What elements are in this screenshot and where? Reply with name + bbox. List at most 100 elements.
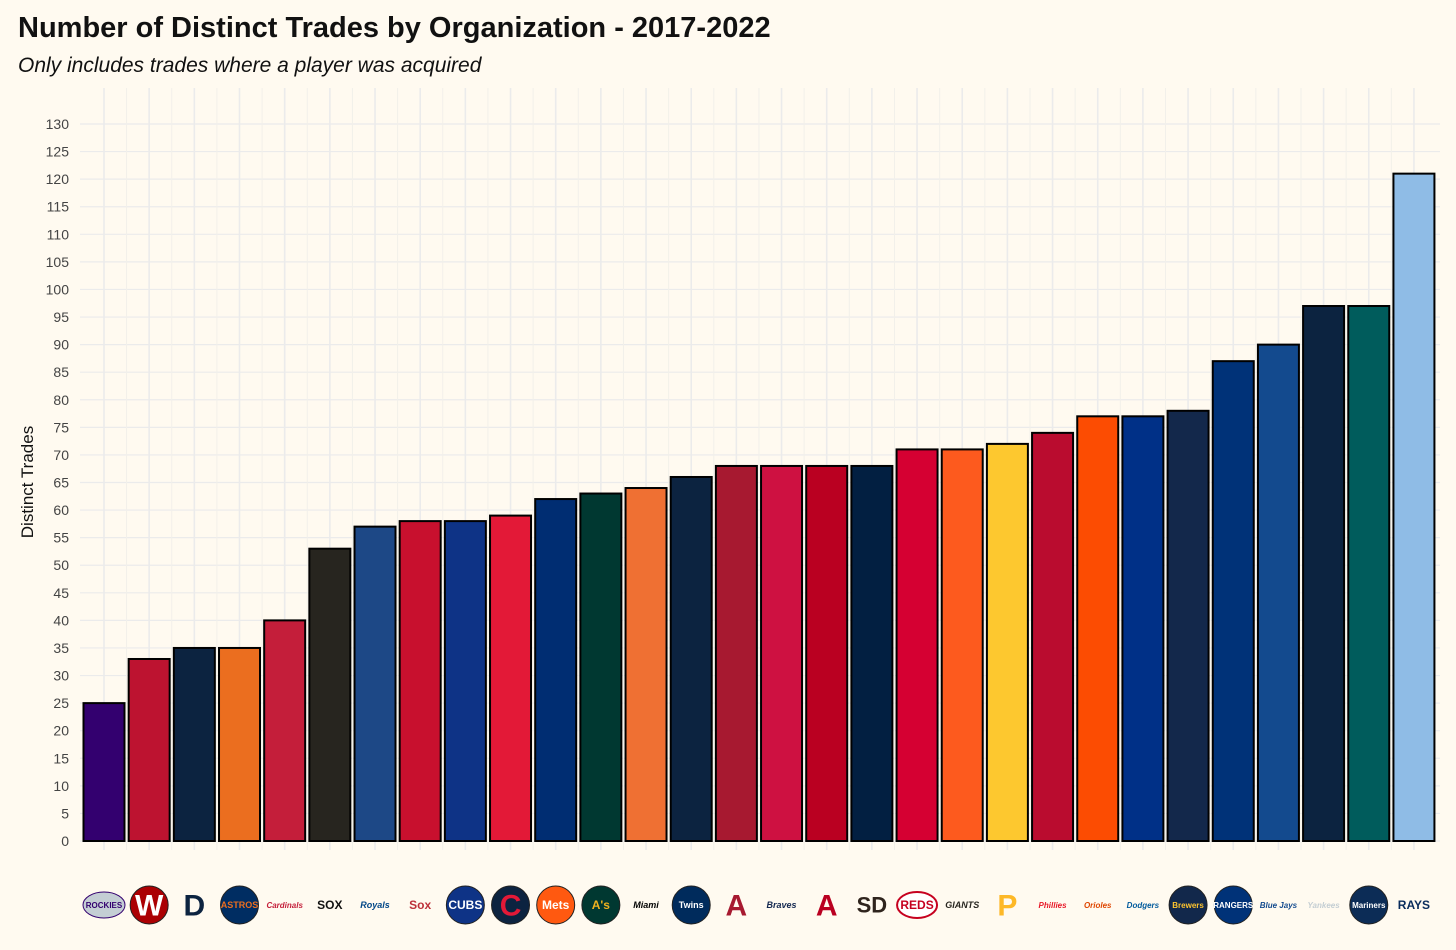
bar bbox=[940, 448, 984, 842]
svg-text:A's: A's bbox=[592, 898, 611, 912]
team-logo: RAYS bbox=[1398, 898, 1430, 912]
bar bbox=[1392, 172, 1436, 842]
team-logo: Dodgers bbox=[1127, 901, 1160, 910]
y-tick-label: 25 bbox=[53, 695, 69, 711]
team-logo: A's bbox=[581, 885, 621, 925]
bar bbox=[1166, 409, 1210, 842]
y-tick-label: 0 bbox=[61, 833, 69, 849]
team-logo: Orioles bbox=[1084, 901, 1112, 910]
y-tick-label: 90 bbox=[53, 337, 69, 353]
bar bbox=[172, 646, 216, 843]
svg-text:Sox: Sox bbox=[409, 898, 431, 912]
bar bbox=[805, 464, 849, 842]
svg-text:Phillies: Phillies bbox=[1039, 901, 1068, 910]
y-tick-label: 35 bbox=[53, 640, 69, 656]
svg-text:A: A bbox=[816, 890, 838, 923]
team-logo: A bbox=[726, 890, 748, 923]
bar bbox=[669, 475, 713, 842]
team-logo: Twins bbox=[671, 885, 711, 925]
team-logo: SOX bbox=[317, 898, 342, 912]
bar bbox=[398, 520, 442, 842]
y-tick-label: 105 bbox=[46, 254, 70, 270]
svg-text:Blue Jays: Blue Jays bbox=[1260, 901, 1298, 910]
bar bbox=[308, 547, 352, 843]
y-tick-label: 95 bbox=[53, 309, 69, 325]
bar bbox=[985, 442, 1029, 842]
team-logo: A bbox=[816, 890, 838, 923]
svg-text:Yankees: Yankees bbox=[1308, 901, 1341, 910]
bar bbox=[1211, 360, 1255, 842]
bar bbox=[82, 702, 126, 842]
y-tick-label: 10 bbox=[53, 778, 69, 794]
bar bbox=[127, 657, 171, 842]
team-logo: Sox bbox=[409, 898, 431, 912]
svg-text:Miami: Miami bbox=[633, 900, 659, 910]
chart-title: Number of Distinct Trades by Organizatio… bbox=[18, 12, 771, 44]
bar bbox=[1302, 305, 1346, 842]
bar bbox=[1121, 415, 1165, 842]
team-logo: GIANTS bbox=[945, 900, 979, 910]
y-tick-label: 100 bbox=[46, 281, 70, 297]
bar bbox=[534, 498, 578, 842]
team-logo: ASTROS bbox=[220, 885, 260, 925]
team-logo: Yankees bbox=[1308, 901, 1341, 910]
bar bbox=[895, 448, 939, 842]
team-logo: P bbox=[997, 890, 1017, 923]
svg-text:Mets: Mets bbox=[542, 898, 570, 912]
svg-text:C: C bbox=[500, 890, 522, 923]
svg-text:A: A bbox=[726, 890, 748, 923]
bar bbox=[1031, 431, 1075, 842]
svg-text:Royals: Royals bbox=[360, 900, 390, 910]
svg-text:D: D bbox=[184, 890, 206, 923]
team-logo: Royals bbox=[360, 900, 390, 910]
team-logo: D bbox=[184, 890, 206, 923]
team-logo: Braves bbox=[767, 900, 797, 910]
team-logo: Miami bbox=[633, 900, 659, 910]
team-logo: Mets bbox=[536, 885, 576, 925]
svg-text:REDS: REDS bbox=[900, 898, 933, 912]
bar bbox=[218, 646, 262, 843]
team-logo: Mariners bbox=[1349, 885, 1389, 925]
svg-text:ROCKIES: ROCKIES bbox=[86, 901, 123, 910]
team-logo: SD bbox=[857, 893, 888, 918]
svg-text:W: W bbox=[135, 890, 164, 923]
team-logo: CUBS bbox=[445, 885, 485, 925]
svg-text:RANGERS: RANGERS bbox=[1213, 901, 1254, 910]
svg-text:CUBS: CUBS bbox=[448, 898, 482, 912]
svg-text:Brewers: Brewers bbox=[1172, 901, 1204, 910]
y-tick-label: 60 bbox=[53, 502, 69, 518]
svg-text:Orioles: Orioles bbox=[1084, 901, 1112, 910]
y-axis-title: Distinct Trades bbox=[18, 426, 37, 538]
svg-text:Twins: Twins bbox=[679, 900, 704, 910]
y-tick-label: 20 bbox=[53, 723, 69, 739]
y-tick-label: 115 bbox=[47, 199, 70, 215]
y-tick-label: 75 bbox=[53, 419, 69, 435]
bar bbox=[489, 514, 533, 842]
y-tick-label: 15 bbox=[53, 750, 69, 766]
svg-text:Mariners: Mariners bbox=[1352, 901, 1386, 910]
svg-text:Dodgers: Dodgers bbox=[1127, 901, 1160, 910]
y-tick-label: 120 bbox=[46, 171, 70, 187]
svg-text:P: P bbox=[997, 890, 1017, 923]
y-tick-label: 85 bbox=[53, 364, 69, 380]
y-tick-label: 110 bbox=[47, 226, 70, 242]
y-tick-label: 45 bbox=[53, 585, 69, 601]
y-tick-label: 65 bbox=[53, 475, 69, 491]
svg-text:Cardinals: Cardinals bbox=[266, 901, 303, 910]
svg-text:SD: SD bbox=[857, 893, 888, 918]
y-tick-label: 5 bbox=[61, 805, 69, 821]
y-tick-label: 70 bbox=[53, 447, 69, 463]
svg-text:SOX: SOX bbox=[317, 898, 342, 912]
bar bbox=[850, 464, 894, 842]
bar bbox=[579, 492, 623, 842]
bar bbox=[353, 525, 397, 842]
y-tick-label: 40 bbox=[53, 612, 69, 628]
bar bbox=[624, 487, 668, 842]
bar bbox=[443, 520, 487, 842]
svg-text:RAYS: RAYS bbox=[1398, 898, 1430, 912]
svg-text:Braves: Braves bbox=[767, 900, 797, 910]
y-tick-label: 55 bbox=[53, 530, 69, 546]
team-logos: ROCKIES W D ASTROS Cardinals SOX Royals Sox CUBS… bbox=[82, 885, 1430, 925]
team-logo: C bbox=[491, 885, 531, 925]
